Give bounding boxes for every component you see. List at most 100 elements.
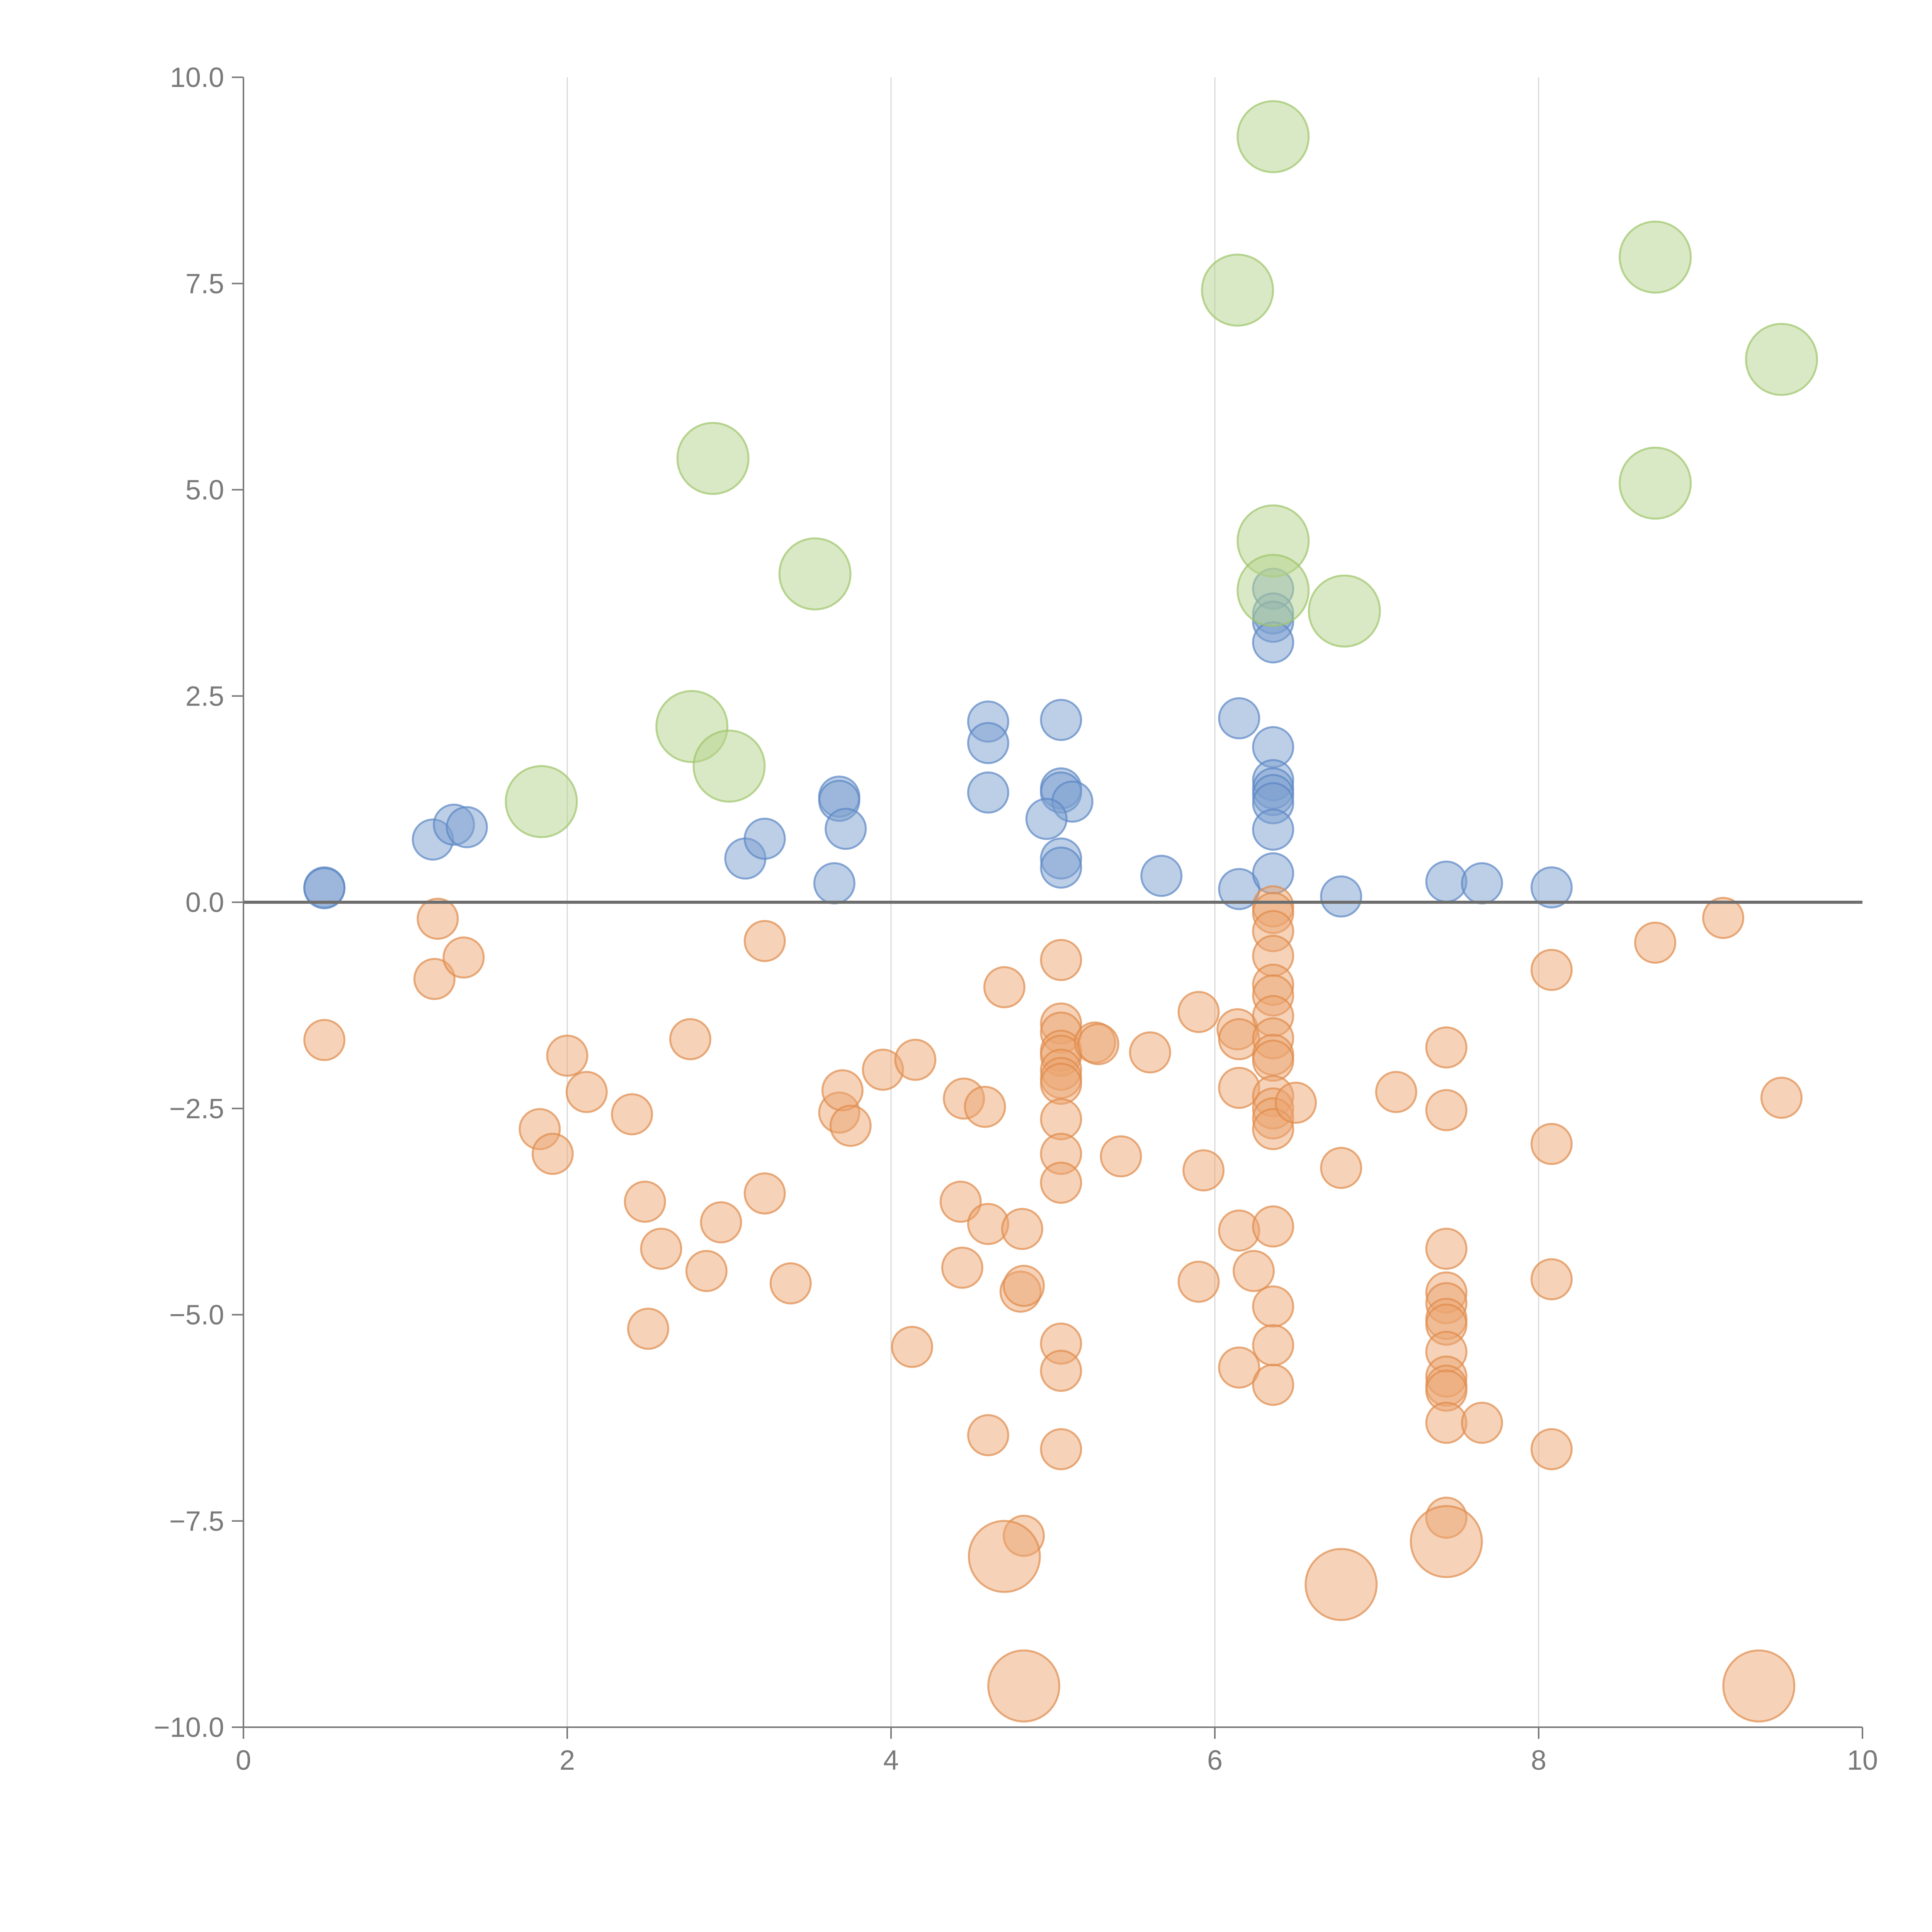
data-point bbox=[1531, 866, 1573, 909]
data-point bbox=[1233, 1250, 1275, 1292]
data-point bbox=[1531, 1258, 1573, 1301]
data-point bbox=[1182, 1149, 1225, 1192]
data-point bbox=[685, 1250, 728, 1292]
data-point bbox=[700, 1201, 742, 1243]
data-point bbox=[1275, 1082, 1317, 1124]
data-point bbox=[1040, 1063, 1082, 1105]
data-point bbox=[778, 537, 852, 611]
data-point bbox=[1425, 1228, 1468, 1270]
data-point bbox=[941, 1247, 983, 1289]
data-point bbox=[1040, 699, 1082, 741]
series-green bbox=[505, 100, 1818, 838]
data-point bbox=[1308, 574, 1381, 648]
data-point bbox=[1236, 100, 1310, 173]
data-point bbox=[1252, 621, 1294, 663]
data-point bbox=[1745, 323, 1818, 396]
data-point bbox=[1252, 1364, 1294, 1406]
series-orange-large bbox=[968, 1505, 1796, 1723]
data-point bbox=[829, 1105, 872, 1147]
data-point bbox=[303, 1019, 345, 1061]
y-tick-label: 2.5 bbox=[185, 681, 224, 712]
data-point bbox=[1410, 1505, 1483, 1578]
data-point bbox=[669, 1018, 711, 1060]
data-point bbox=[1531, 1123, 1573, 1165]
data-point bbox=[1001, 1208, 1043, 1250]
data-point bbox=[1425, 861, 1468, 903]
data-point bbox=[692, 730, 766, 803]
data-point bbox=[1003, 1265, 1045, 1307]
x-tick-label: 6 bbox=[1207, 1745, 1223, 1776]
data-point bbox=[417, 898, 459, 940]
data-point bbox=[627, 1308, 669, 1350]
data-point bbox=[1531, 949, 1573, 991]
data-point bbox=[1040, 1162, 1082, 1204]
data-point bbox=[1129, 1031, 1171, 1074]
data-point bbox=[1619, 446, 1692, 520]
series-orange bbox=[303, 885, 1803, 1557]
data-point bbox=[1252, 808, 1294, 851]
data-point bbox=[676, 422, 750, 495]
y-tick-label: −5.0 bbox=[169, 1300, 224, 1331]
x-tick-label: 0 bbox=[236, 1745, 251, 1776]
data-point bbox=[1040, 939, 1082, 981]
data-point bbox=[1461, 862, 1503, 905]
data-point bbox=[1177, 991, 1220, 1033]
data-point bbox=[1040, 846, 1082, 889]
data-point bbox=[1425, 1089, 1468, 1131]
y-tick-label: 10.0 bbox=[170, 62, 224, 93]
data-point bbox=[967, 1414, 1009, 1456]
data-point bbox=[1425, 1026, 1468, 1069]
data-point bbox=[743, 1172, 786, 1215]
data-point bbox=[546, 1034, 588, 1077]
data-point bbox=[1461, 1401, 1503, 1444]
data-point bbox=[1040, 1350, 1082, 1392]
data-point bbox=[1304, 1548, 1378, 1621]
points-layer bbox=[303, 100, 1818, 1723]
data-point bbox=[1252, 1205, 1294, 1248]
x-tick-label: 8 bbox=[1531, 1745, 1546, 1776]
data-point bbox=[987, 1649, 1061, 1723]
data-point bbox=[743, 920, 786, 962]
data-point bbox=[1619, 220, 1692, 294]
axes-layer: 0 2 4 6 8 10 10.0 7.5 5.0 2.5 0.0 −2.5 −5.0 −7.5 −10.0 bbox=[154, 62, 1878, 1776]
x-tick-label: 4 bbox=[883, 1745, 899, 1776]
data-point bbox=[821, 1069, 864, 1112]
data-point bbox=[1722, 1649, 1796, 1723]
y-tick-label: −7.5 bbox=[169, 1506, 224, 1537]
data-point bbox=[1201, 253, 1274, 327]
data-point bbox=[442, 936, 485, 979]
y-tick-label: −2.5 bbox=[169, 1094, 224, 1124]
series-blue bbox=[303, 568, 1573, 918]
x-tick-label: 2 bbox=[560, 1745, 575, 1776]
data-point bbox=[1320, 875, 1362, 918]
data-point bbox=[531, 1133, 574, 1175]
y-tick-label: −10.0 bbox=[154, 1712, 224, 1743]
data-point bbox=[303, 867, 345, 910]
data-point bbox=[1218, 697, 1260, 740]
y-tick-label: 7.5 bbox=[185, 269, 224, 299]
data-point bbox=[1320, 1146, 1362, 1189]
data-point bbox=[413, 958, 456, 1000]
data-point bbox=[1634, 922, 1677, 964]
x-tick-label: 10 bbox=[1847, 1745, 1878, 1776]
y-tick-label: 0.0 bbox=[185, 887, 224, 918]
data-point bbox=[1531, 1428, 1573, 1471]
data-point bbox=[640, 1228, 682, 1270]
y-tick-label: 5.0 bbox=[185, 475, 224, 506]
data-point bbox=[1375, 1071, 1417, 1113]
data-point bbox=[939, 1180, 982, 1223]
data-point bbox=[1077, 1023, 1119, 1065]
data-point bbox=[446, 806, 488, 849]
data-point bbox=[1236, 554, 1310, 627]
data-point bbox=[1100, 1135, 1142, 1178]
data-point bbox=[894, 1039, 937, 1081]
data-point bbox=[624, 1180, 666, 1223]
data-point bbox=[891, 1326, 933, 1368]
data-point bbox=[1760, 1077, 1803, 1119]
data-point bbox=[813, 862, 855, 905]
data-point bbox=[983, 966, 1026, 1009]
data-point bbox=[1040, 1428, 1082, 1471]
data-point bbox=[1025, 798, 1068, 840]
data-point bbox=[964, 1085, 1006, 1128]
